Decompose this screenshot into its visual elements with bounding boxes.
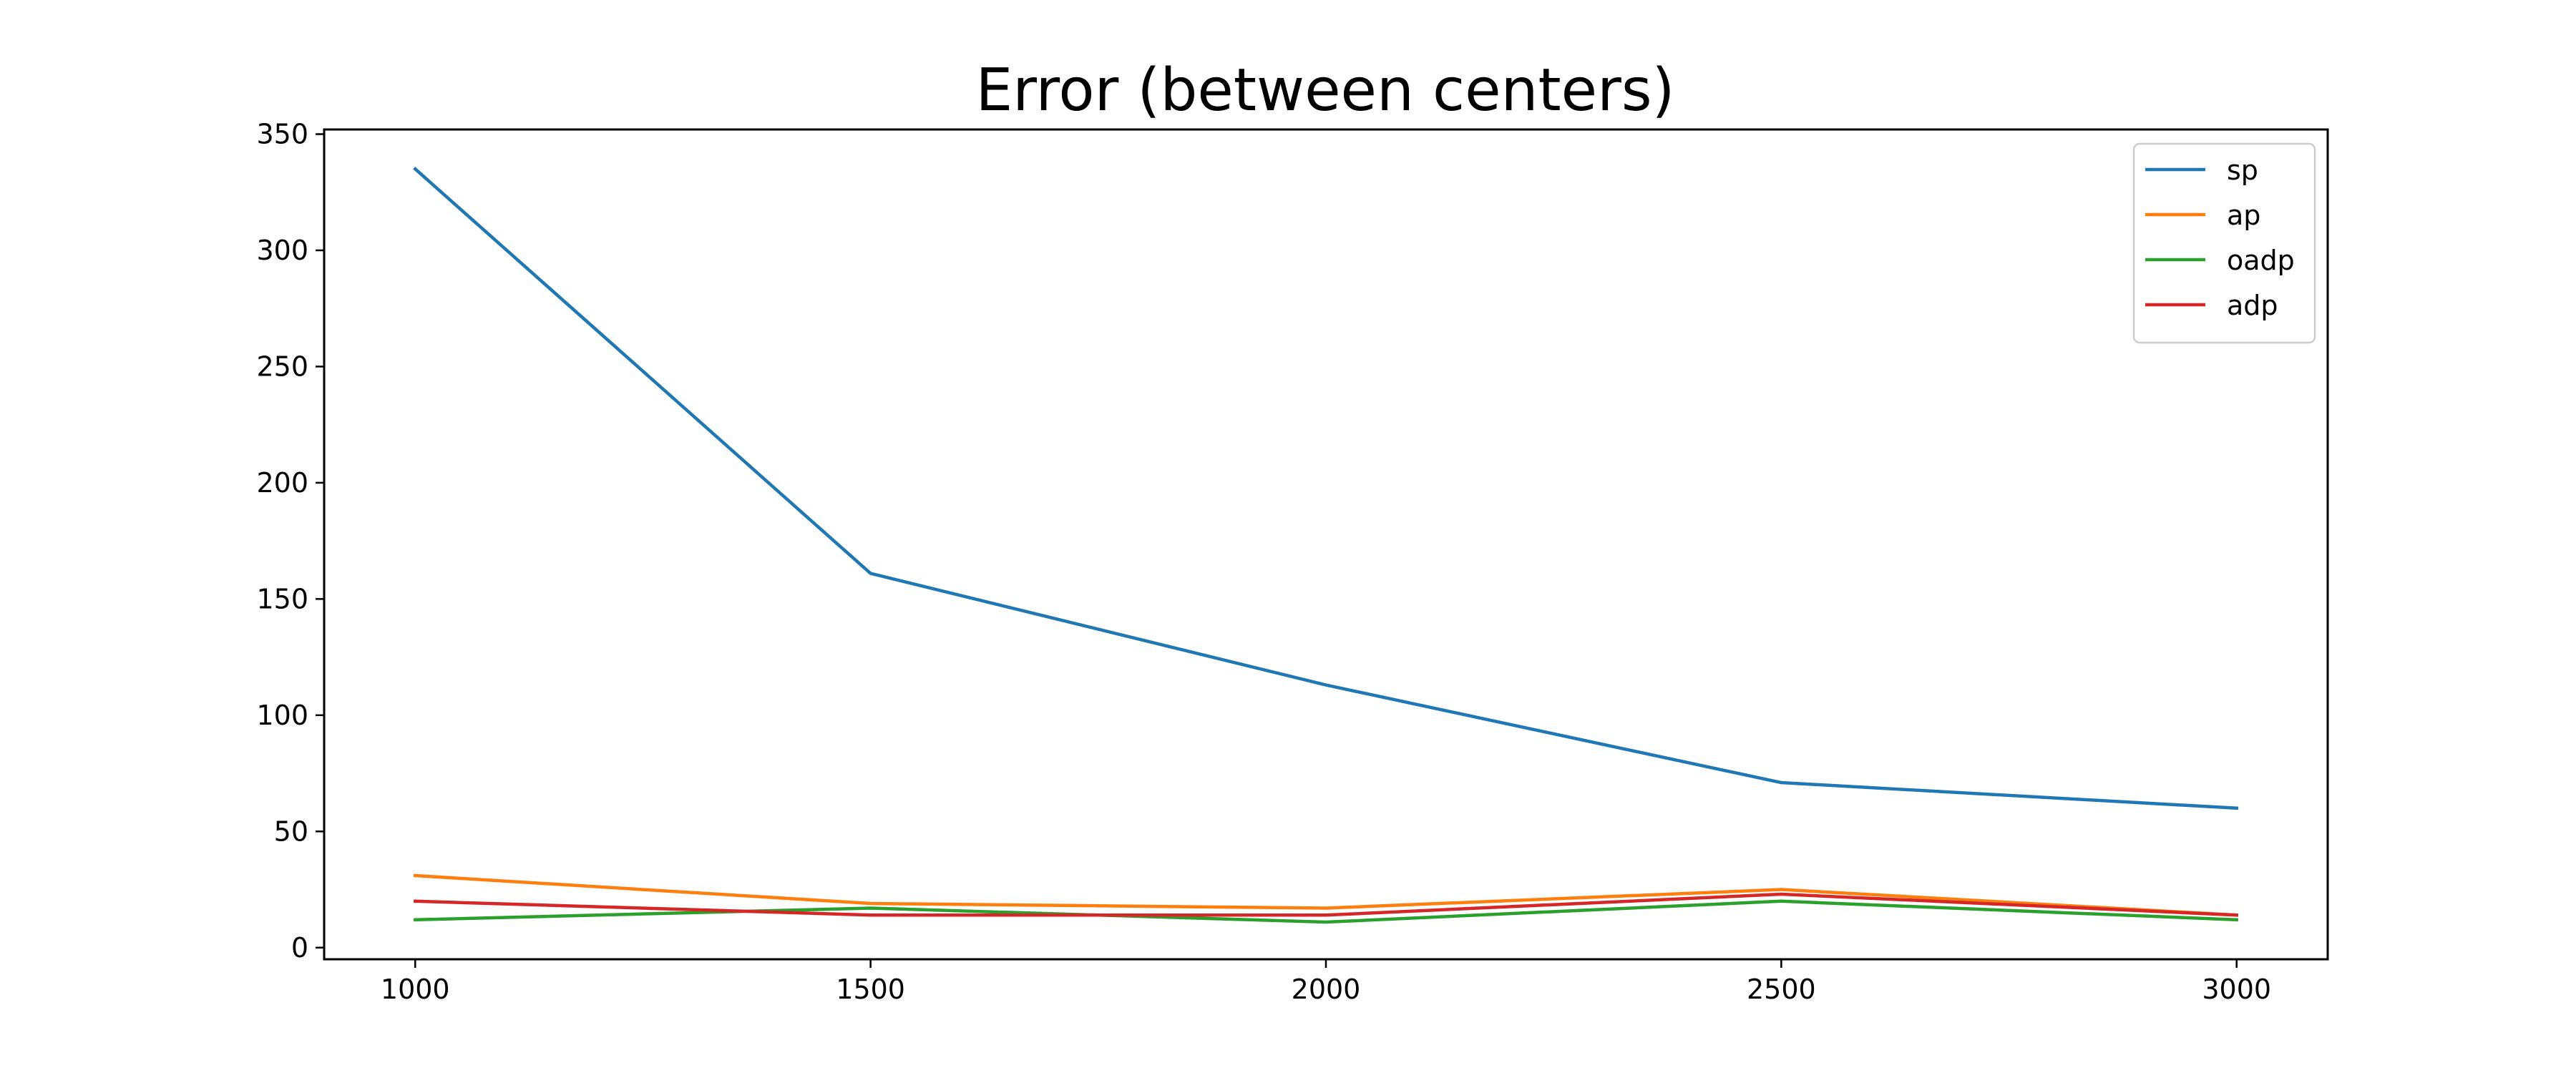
x-tick-label: 1500 <box>836 974 905 1005</box>
series-line-adp <box>413 892 2239 917</box>
x-tick-label: 1000 <box>381 974 450 1005</box>
legend-box <box>2132 142 2316 344</box>
legend-label-adp: adp <box>2227 290 2278 321</box>
series-line-sp <box>413 167 2239 810</box>
series-lines <box>413 167 2239 924</box>
y-tick-label: 250 <box>256 351 308 382</box>
y-tick-label: 300 <box>256 235 308 266</box>
x-tick-label: 2000 <box>1292 974 1361 1005</box>
y-tick-label: 100 <box>256 700 308 731</box>
chart-title: Error (between centers) <box>975 57 1674 124</box>
x-tick-label: 3000 <box>2202 974 2271 1005</box>
x-tick-label: 2500 <box>1747 974 1816 1005</box>
legend-label-oadp: oadp <box>2227 245 2295 276</box>
plot-area-frame <box>323 128 2329 961</box>
x-axis: 1000 1500 2000 2500 3000 <box>381 959 2271 1005</box>
y-tick-label: 350 <box>256 118 308 150</box>
y-tick-label: 50 <box>274 815 308 847</box>
y-tick-label: 0 <box>291 932 308 964</box>
series-line-ap <box>413 873 2239 917</box>
series-line-oadp <box>413 899 2239 924</box>
y-tick-label: 150 <box>256 583 308 614</box>
y-tick-label: 200 <box>256 467 308 499</box>
legend: sp ap oadp adp <box>2132 142 2316 344</box>
legend-label-sp: sp <box>2227 155 2258 186</box>
y-axis: 0 50 100 150 200 250 300 350 <box>256 118 324 964</box>
legend-label-ap: ap <box>2227 200 2260 231</box>
